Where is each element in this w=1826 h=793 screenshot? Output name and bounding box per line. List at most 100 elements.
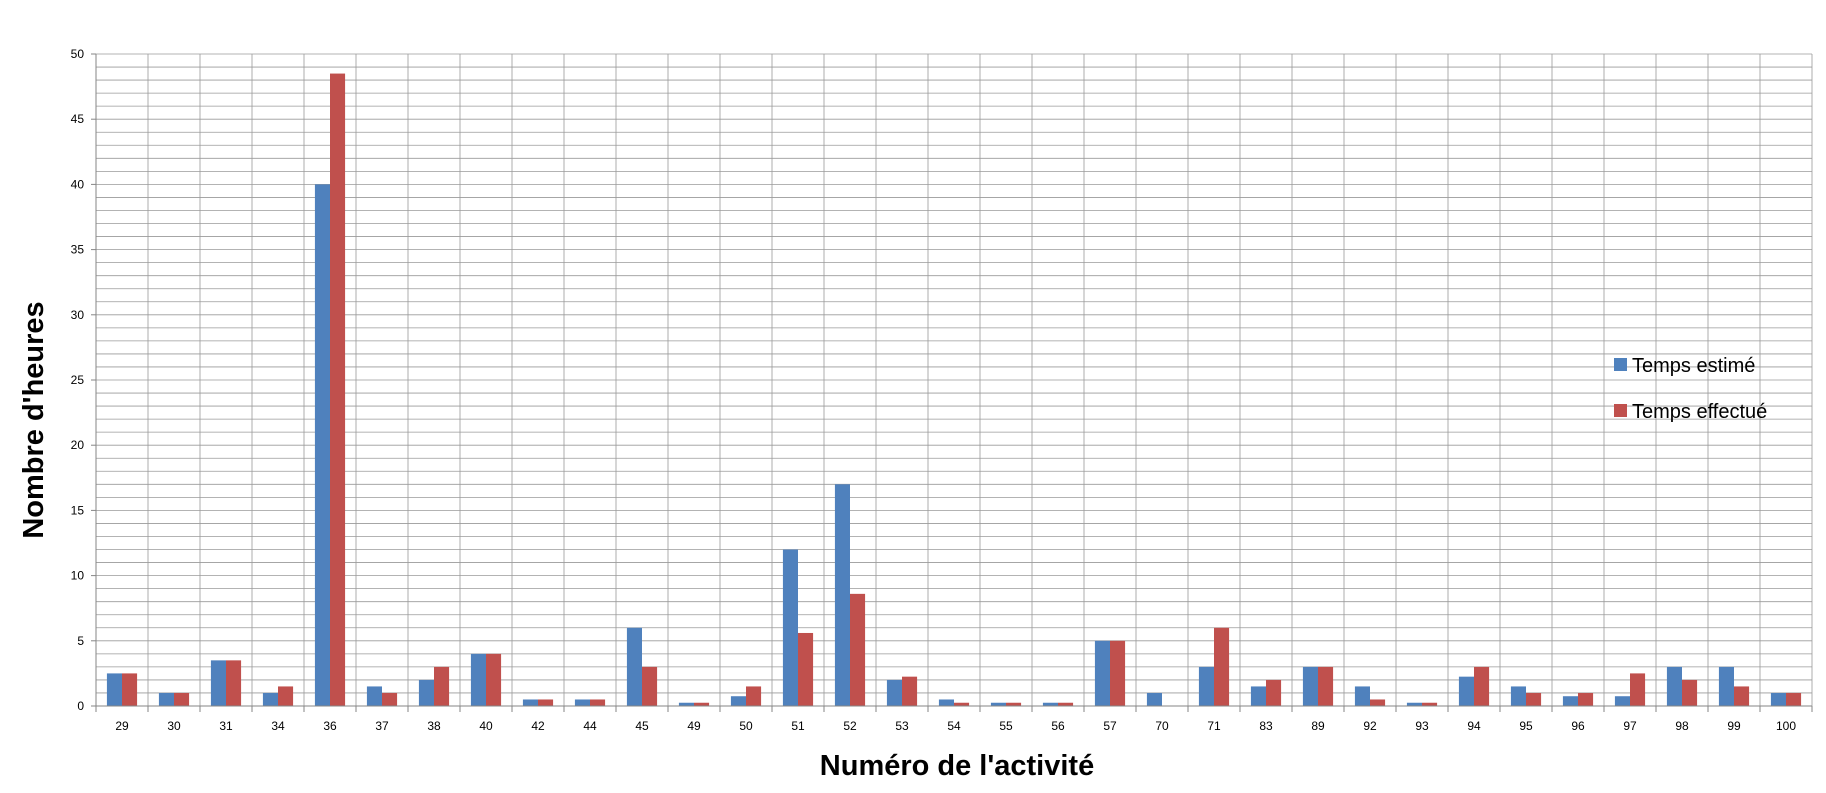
x-tick-label: 93 [1415,719,1429,733]
bar-temps-effectue [1006,702,1022,706]
bar-temps-estime [1042,702,1058,706]
x-tick-label: 95 [1519,719,1533,733]
x-tick-label: 57 [1103,719,1117,733]
x-tick-label: 56 [1051,719,1065,733]
x-tick-label: 37 [375,719,389,733]
bar-temps-estime [678,702,694,706]
bar-temps-estime [366,686,382,706]
bar-temps-effectue [1266,679,1282,706]
bar-temps-effectue [798,632,814,706]
x-tick-label: 53 [895,719,909,733]
x-tick-label: 30 [167,719,181,733]
y-axis-title: Nombre d'heures [18,301,50,538]
bar-temps-estime [1458,676,1474,706]
bar-temps-effectue [330,73,346,706]
legend: Temps estimé Temps effectué [1614,355,1767,423]
x-tick-label: 92 [1363,719,1377,733]
bar-temps-estime [834,484,850,706]
y-tick-label: 25 [71,373,85,387]
x-tick-label: 97 [1623,719,1637,733]
bar-temps-effectue [1682,679,1698,706]
bar-temps-estime [1198,666,1214,706]
bar-temps-effectue [1058,702,1074,706]
bar-temps-effectue [642,666,658,706]
y-tick-label: 0 [77,699,84,713]
bar-temps-estime [1146,692,1162,706]
bar-temps-effectue [1422,702,1438,706]
bar-temps-effectue [1214,627,1230,706]
y-tick-label: 45 [71,112,85,126]
bar-temps-estime [1562,696,1578,706]
axes [91,53,1813,712]
x-tick-label: 38 [427,719,441,733]
x-tick-label: 31 [219,719,233,733]
legend-swatch-effectue [1614,404,1627,417]
bar-temps-estime [626,627,642,706]
bars [106,73,1802,706]
x-axis-title: Numéro de l'activité [820,750,1094,782]
bar-temps-effectue [278,686,294,706]
bar-temps-estime [262,692,278,706]
bar-temps-estime [470,653,486,706]
bar-temps-estime [1666,666,1682,706]
x-tick-label: 99 [1727,719,1741,733]
x-tick-label: 51 [791,719,805,733]
bar-temps-effectue [122,673,138,706]
y-tick-labels: 0 5 10 15 20 25 30 35 40 45 50 [71,47,85,713]
bar-temps-estime [418,679,434,706]
bar-temps-estime [730,696,746,706]
x-tick-label: 100 [1776,719,1796,733]
y-tick-label: 5 [77,634,84,648]
y-tick-label: 50 [71,47,85,61]
y-tick-label: 10 [71,569,85,583]
bar-temps-estime [1354,686,1370,706]
bar-temps-effectue [1526,692,1542,706]
bar-temps-estime [886,679,902,706]
x-tick-label: 42 [531,719,545,733]
bar-temps-effectue [174,692,190,706]
x-tick-label: 71 [1207,719,1221,733]
bar-temps-effectue [1786,692,1802,706]
bar-temps-estime [990,702,1006,706]
x-tick-label: 70 [1155,719,1169,733]
x-tick-labels: 29 30 31 34 36 37 38 40 42 44 45 49 50 51 52 53 54 55 56 57… [115,719,1796,733]
bar-temps-effectue [538,699,554,706]
bar-temps-estime [106,673,122,706]
bar-temps-effectue [902,676,918,706]
x-tick-label: 55 [999,719,1013,733]
x-tick-label: 40 [479,719,493,733]
bar-temps-estime [1406,702,1422,706]
bar-temps-effectue [590,699,606,706]
bar-temps-estime [1614,696,1630,706]
bar-temps-effectue [1474,666,1490,706]
bar-temps-estime [1094,640,1110,706]
bar-temps-effectue [1318,666,1334,706]
x-tick-label: 44 [583,719,597,733]
x-tick-label: 83 [1259,719,1273,733]
bar-temps-effectue [226,660,242,706]
bar-temps-estime [314,184,330,706]
bar-temps-estime [782,549,798,706]
bar-temps-effectue [382,692,398,706]
y-tick-label: 15 [71,503,85,517]
x-tick-label: 50 [739,719,753,733]
bar-temps-effectue [954,702,970,706]
bar-temps-effectue [1110,640,1126,706]
x-tick-label: 94 [1467,719,1481,733]
bar-temps-estime [1510,686,1526,706]
bar-temps-effectue [1578,692,1594,706]
y-tick-label: 40 [71,177,85,191]
bar-temps-effectue [486,653,502,706]
bar-temps-estime [210,660,226,706]
bar-temps-effectue [1734,686,1750,706]
x-tick-label: 89 [1311,719,1325,733]
x-tick-label: 36 [323,719,337,733]
x-tick-label: 54 [947,719,961,733]
x-tick-label: 49 [687,719,701,733]
bar-temps-effectue [1370,699,1386,706]
bar-temps-estime [1302,666,1318,706]
y-tick-label: 20 [71,438,85,452]
y-tick-label: 35 [71,243,85,257]
bar-temps-effectue [1630,673,1646,706]
